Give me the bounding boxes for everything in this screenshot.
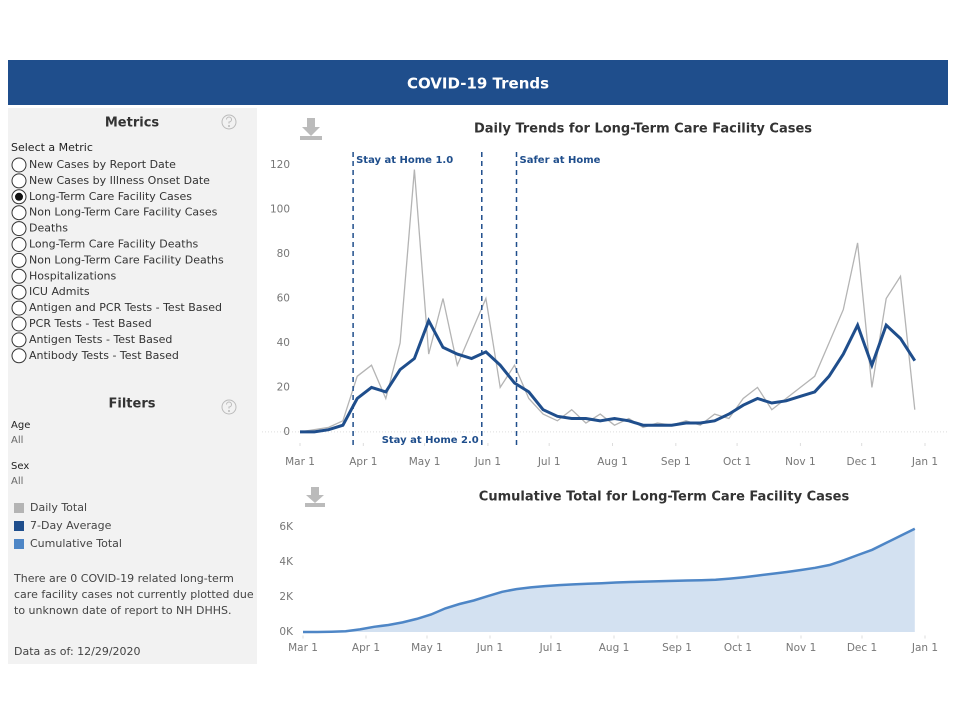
filter-value[interactable]: All: [11, 435, 23, 446]
legend-swatch: [14, 539, 24, 549]
x-tick-label: Jun 1: [476, 642, 503, 654]
note: There are 0 COVID-19 related long-term c…: [14, 572, 254, 617]
legend-label: Cumulative Total: [30, 537, 122, 550]
radio-button[interactable]: [11, 173, 27, 189]
metric-option[interactable]: Long-Term Care Facility Cases: [29, 190, 192, 203]
area-line: [303, 527, 916, 634]
metric-option[interactable]: ICU Admits: [29, 285, 90, 298]
help-icon[interactable]: [221, 114, 237, 130]
legend-swatch: [14, 503, 24, 513]
download-icon[interactable]: [305, 487, 325, 507]
filter-label: Sex: [11, 461, 29, 472]
download-icon[interactable]: [300, 118, 322, 140]
x-tick-label: Nov 1: [786, 642, 817, 654]
x-tick-label: Jan 1: [911, 642, 938, 654]
x-tick-label: Dec 1: [847, 642, 877, 654]
y-tick-label: 100: [270, 204, 290, 216]
metric-option[interactable]: Non Long-Term Care Facility Cases: [29, 206, 218, 219]
radio-button[interactable]: [11, 300, 27, 316]
help-icon[interactable]: [221, 399, 237, 415]
y-tick-label: 20: [277, 381, 290, 393]
sidebar: [8, 108, 257, 664]
data-as-of: Data as of: 12/29/2020: [14, 645, 141, 658]
x-tick-label: Dec 1: [847, 456, 877, 468]
x-tick-label: Apr 1: [352, 642, 380, 654]
legend-label: Daily Total: [30, 501, 87, 514]
x-tick-label: Nov 1: [785, 456, 816, 468]
x-tick-label: Aug 1: [599, 642, 630, 654]
radio-button[interactable]: [11, 157, 27, 173]
series-line: [299, 169, 916, 433]
metric-option[interactable]: New Cases by Report Date: [29, 158, 176, 171]
metric-option[interactable]: Hospitalizations: [29, 269, 117, 282]
annotation-label: Stay at Home 1.0: [356, 155, 453, 166]
x-tick-label: May 1: [409, 456, 441, 468]
y-tick-label: 80: [277, 248, 290, 260]
metric-option[interactable]: New Cases by Illness Onset Date: [29, 174, 210, 187]
legend-label: 7-Day Average: [30, 519, 112, 532]
x-tick-label: Jan 1: [911, 456, 938, 468]
radio-button[interactable]: [11, 268, 27, 284]
y-tick-label: 60: [277, 293, 290, 305]
radio-button[interactable]: [11, 284, 27, 300]
radio-button[interactable]: [11, 237, 27, 252]
x-tick-label: Oct 1: [723, 456, 751, 468]
y-tick-label: 40: [277, 337, 290, 349]
x-tick-label: Jun 1: [474, 456, 501, 468]
header-bar: [8, 60, 948, 105]
y-tick-label: 4K: [279, 556, 294, 568]
chart-title: Cumulative Total for Long-Term Care Faci…: [479, 490, 850, 505]
annotation-label: Safer at Home: [520, 155, 601, 166]
metric-option[interactable]: Non Long-Term Care Facility Deaths: [29, 253, 224, 266]
y-tick-label: 120: [270, 159, 290, 171]
y-tick-label: 6K: [279, 521, 294, 533]
metrics-title: Metrics: [105, 116, 160, 131]
radio-button[interactable]: [11, 348, 27, 364]
annotation-label: Stay at Home 2.0: [382, 435, 479, 446]
metric-option[interactable]: Deaths: [29, 222, 68, 235]
filter-label: Age: [11, 420, 30, 431]
x-tick-label: Sep 1: [661, 456, 691, 468]
metric-option[interactable]: Long-Term Care Facility Deaths: [29, 238, 199, 251]
radio-button[interactable]: [11, 221, 27, 237]
header-title: COVID-19 Trends: [407, 75, 549, 93]
x-tick-label: Apr 1: [349, 456, 377, 468]
chart-title: Daily Trends for Long-Term Care Facility…: [474, 122, 812, 137]
series-line: [300, 317, 917, 434]
x-tick-label: May 1: [411, 642, 443, 654]
filters-title: Filters: [109, 397, 156, 412]
metric-option[interactable]: Antigen Tests - Test Based: [29, 333, 172, 346]
legend-swatch: [14, 521, 24, 531]
y-tick-label: 2K: [279, 591, 294, 603]
radio-button[interactable]: [11, 332, 27, 348]
x-tick-label: Sep 1: [662, 642, 692, 654]
radio-button[interactable]: [11, 316, 27, 332]
x-tick-label: Aug 1: [597, 456, 628, 468]
x-tick-label: Jul 1: [539, 642, 563, 654]
metric-option[interactable]: Antibody Tests - Test Based: [29, 349, 179, 362]
radio-button[interactable]: [11, 205, 27, 221]
x-tick-label: Mar 1: [288, 642, 318, 654]
radio-button[interactable]: [11, 252, 27, 268]
metric-option[interactable]: PCR Tests - Test Based: [29, 317, 152, 330]
select-label: Select a Metric: [11, 141, 93, 154]
x-tick-label: Mar 1: [285, 456, 315, 468]
y-tick-label: 0K: [279, 626, 294, 638]
metric-option[interactable]: Antigen and PCR Tests - Test Based: [29, 301, 222, 314]
x-tick-label: Jul 1: [537, 456, 561, 468]
area-fill: [303, 528, 915, 632]
filter-value[interactable]: All: [11, 476, 23, 487]
x-tick-label: Oct 1: [724, 642, 752, 654]
radio-dot: [15, 192, 23, 201]
